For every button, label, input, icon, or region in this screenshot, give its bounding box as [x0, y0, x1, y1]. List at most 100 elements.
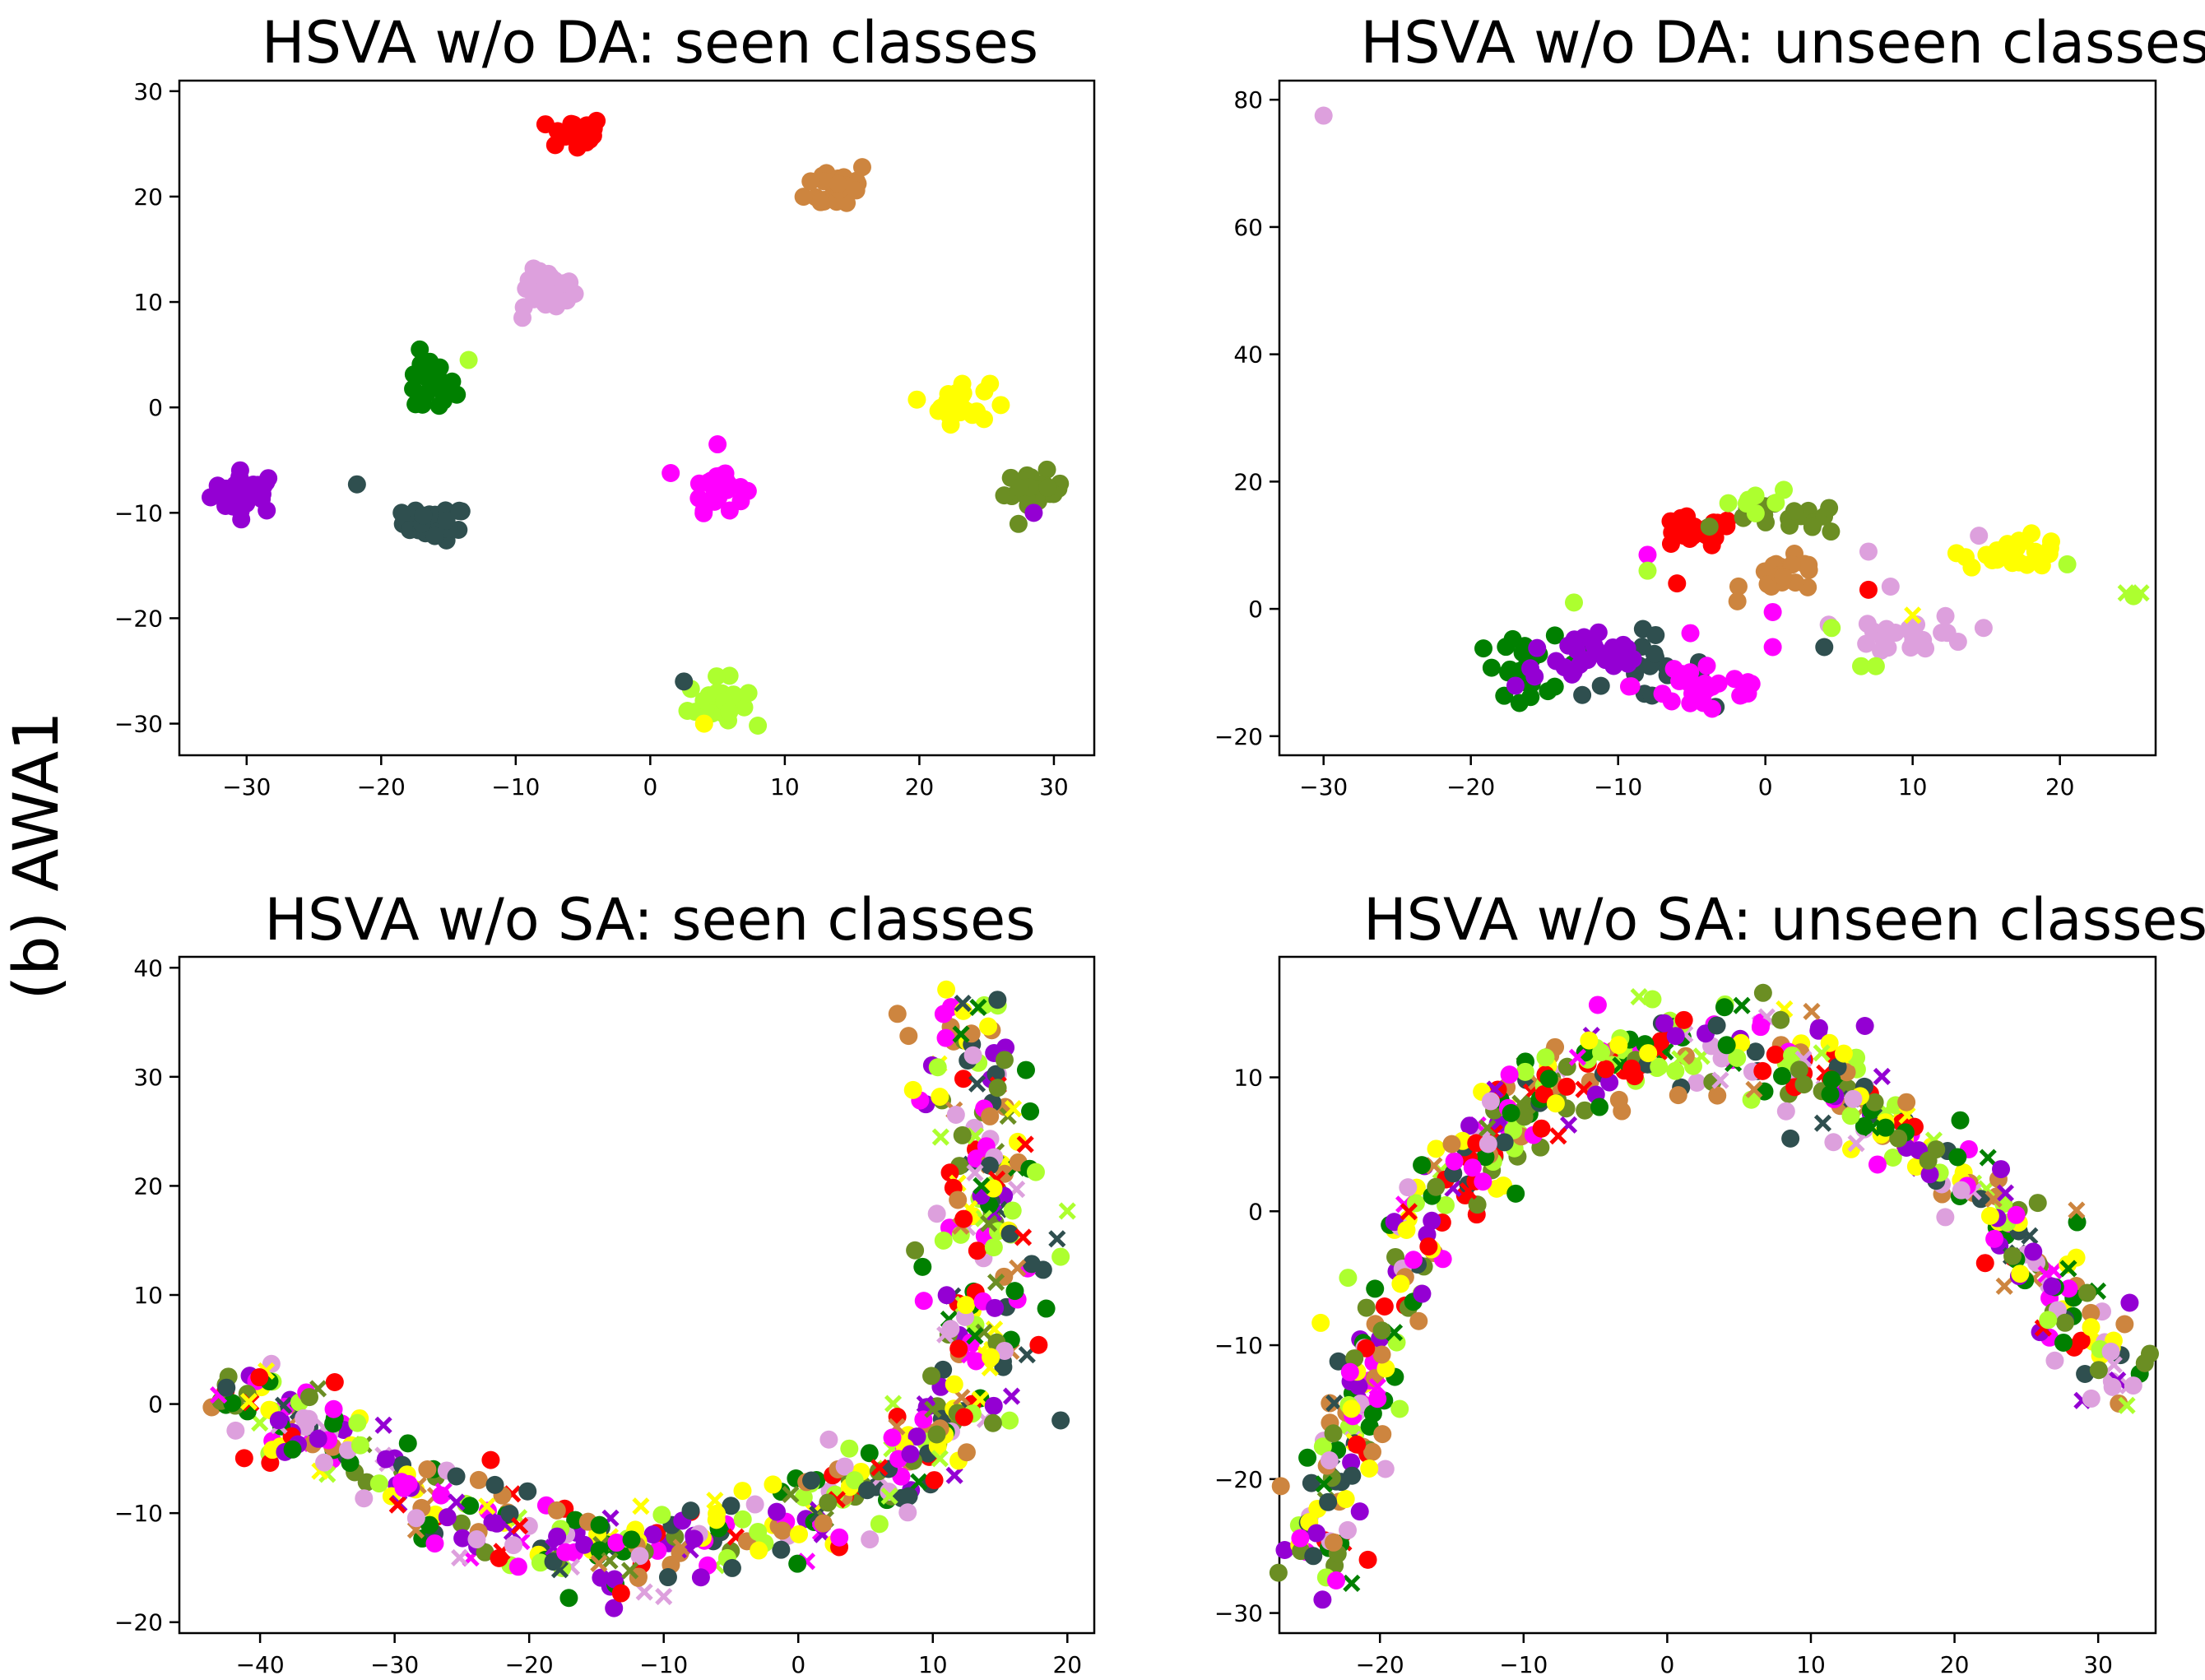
data-point-red [925, 1471, 944, 1490]
data-point-darkslate [1781, 1129, 1800, 1148]
data-point-magenta [425, 1534, 444, 1553]
data-point-magenta [1340, 1362, 1359, 1381]
y-tick-label: 30 [133, 78, 163, 105]
data-point-yellow [945, 1375, 963, 1394]
data-point-red [1661, 534, 1680, 553]
data-point-lime [720, 703, 739, 722]
data-point-magenta [1691, 679, 1710, 698]
x-tick-label: −10 [1594, 773, 1642, 801]
data-point-lime [1822, 619, 1841, 638]
data-point-plum [315, 1453, 334, 1472]
data-point-green [420, 1515, 439, 1534]
data-point-lime [735, 698, 754, 717]
data-point-green [1948, 1148, 1967, 1167]
data-point-red [234, 1449, 253, 1468]
data-point-darkslate [2076, 1365, 2095, 1384]
data-point-plum [1687, 1073, 1706, 1092]
data-point-purple [244, 475, 262, 494]
data-point-lime [2124, 587, 2143, 606]
data-point-lime [1775, 480, 1794, 499]
y-tick-label: 40 [1233, 341, 1263, 369]
data-point-lime [1866, 657, 1885, 675]
data-point-green [1016, 1060, 1035, 1079]
data-point-green [324, 1414, 343, 1433]
data-point-peru [1609, 1090, 1628, 1109]
data-point-purple [1996, 1184, 2015, 1202]
data-point-olive [927, 1425, 946, 1444]
data-point-yellow [1397, 1220, 1416, 1239]
data-point-yellow [984, 1179, 1003, 1198]
y-tick-label: 20 [133, 1172, 163, 1200]
data-point-magenta [1588, 995, 1607, 1014]
data-point-green [1343, 1574, 1361, 1593]
data-point-purple [548, 1527, 567, 1546]
data-point-darkslate [722, 1558, 741, 1577]
data-point-yellow [957, 1296, 976, 1315]
data-point-red [1596, 1060, 1615, 1079]
data-point-plum [1776, 1102, 1795, 1121]
data-point-yellow [1311, 1313, 1330, 1332]
data-point-darkslate [414, 506, 433, 525]
data-point-olive [1345, 1349, 1364, 1368]
y-tick-label: 20 [1233, 468, 1263, 495]
data-point-yellow [991, 396, 1010, 415]
data-point-green [966, 1327, 984, 1345]
data-point-peru [1669, 1086, 1687, 1105]
data-point-yellow [1732, 1033, 1751, 1052]
data-point-purple [2043, 1277, 2062, 1296]
data-point-olive [1269, 1563, 1288, 1582]
x-tick-label: 30 [1039, 773, 1069, 801]
data-point-lime [733, 1510, 752, 1529]
data-point-darkslate [1746, 1042, 1765, 1061]
data-point-yellow [707, 1511, 726, 1529]
row-label: (b) AWA1 [0, 712, 72, 1000]
data-point-magenta [708, 435, 727, 454]
data-point-plum [406, 1509, 425, 1528]
data-point-yellow [979, 1017, 998, 1036]
data-point-plum [1974, 619, 1993, 638]
data-point-olive [2028, 1194, 2047, 1213]
data-point-green [860, 1444, 879, 1463]
data-point-darkslate [447, 1467, 466, 1486]
data-point-green [1502, 1103, 1520, 1122]
data-point-purple [1350, 1502, 1369, 1521]
data-point-plum [745, 1495, 764, 1514]
data-point-yellow [1990, 545, 2009, 564]
y-tick-label: −10 [114, 1500, 163, 1527]
data-point-magenta [706, 483, 725, 502]
data-point-red [1975, 1254, 1994, 1273]
data-point-yellow [951, 383, 970, 402]
data-point-plum [1320, 1451, 1339, 1470]
data-point-plum [1844, 1089, 1863, 1108]
data-point-green [1590, 1098, 1608, 1116]
data-point-magenta [394, 1478, 413, 1497]
x-tick-label: −10 [639, 1651, 688, 1678]
data-point-darkslate [1591, 676, 1610, 695]
data-point-purple [2120, 1293, 2139, 1312]
data-point-yellow [694, 714, 713, 733]
y-tick-label: −20 [1214, 723, 1263, 750]
data-point-yellow [2032, 556, 2051, 575]
data-point-yellow [1488, 1179, 1506, 1198]
data-point-magenta [936, 1028, 955, 1047]
data-point-peru [801, 172, 820, 191]
data-point-lime [1638, 561, 1657, 580]
data-point-yellow [1360, 1459, 1379, 1478]
data-point-darkslate [1048, 1230, 1066, 1248]
data-point-magenta [1763, 602, 1782, 621]
data-point-purple [483, 1513, 502, 1532]
data-point-darkslate [1815, 638, 1834, 657]
axes-frame [1278, 955, 2157, 1635]
y-tick-label: 0 [148, 1391, 163, 1418]
data-point-lime [1841, 1107, 1860, 1125]
data-point-green [1510, 694, 1529, 712]
data-point-olive [1771, 1010, 1790, 1029]
data-point-yellow [478, 1497, 496, 1515]
data-point-lime [984, 1238, 1003, 1257]
x-tick-label: 0 [643, 773, 657, 801]
data-point-plum [2101, 1342, 2120, 1361]
data-point-darkslate [858, 1481, 877, 1500]
data-point-plum [1874, 630, 1893, 649]
data-point-darkslate [899, 1487, 918, 1506]
data-point-red [1532, 1119, 1551, 1138]
